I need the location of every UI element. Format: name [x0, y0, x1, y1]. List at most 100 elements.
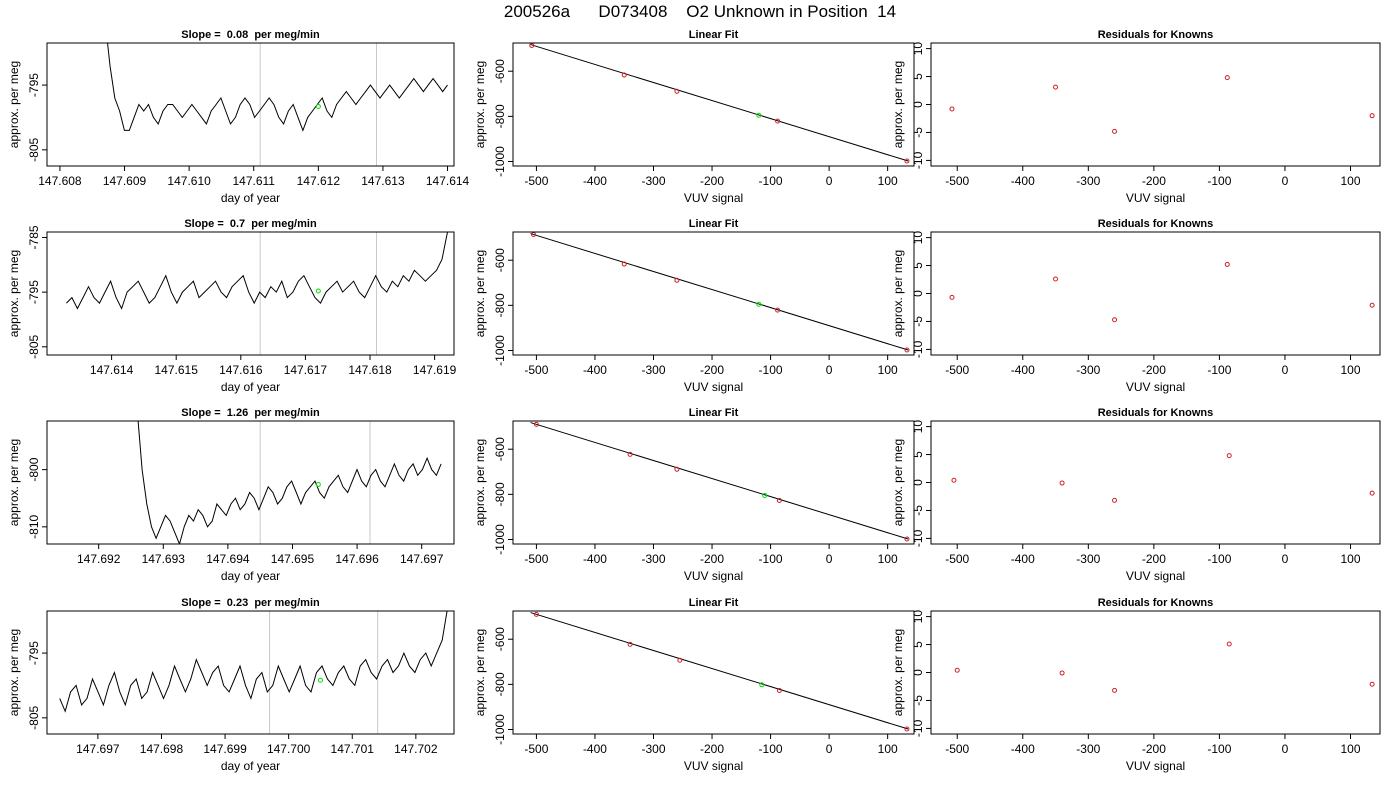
- y-tick-label: -1000: [493, 146, 507, 177]
- y-tick-label: -805: [27, 334, 41, 358]
- x-tick-label: 147.702: [394, 742, 438, 756]
- unknown-point: [756, 112, 762, 118]
- x-axis-label: day of year: [221, 191, 280, 205]
- x-tick-label: 147.696: [335, 552, 379, 566]
- x-tick-label: 147.698: [140, 742, 184, 756]
- plot-data: [949, 75, 1375, 134]
- x-tick-label: -200: [700, 742, 724, 756]
- fit-line: [530, 612, 909, 730]
- panel-1-2: -500 -400 -300 -200 -100 0 100-1000-800-600Lin…: [473, 29, 915, 205]
- y-axis-label: approx. per meg: [891, 629, 905, 716]
- x-tick-label: -300: [1076, 174, 1100, 188]
- x-tick-label: 100: [878, 174, 898, 188]
- known-point-3: [775, 118, 781, 124]
- x-tick-label: -500: [945, 552, 969, 566]
- panel-2-3: -500 -400 -300 -200 -100 0 100 -10 -5 0 5 10 Residua…: [891, 218, 1381, 394]
- x-tick-label: 147.697: [76, 742, 120, 756]
- x-tick-label: 147.692: [77, 552, 121, 566]
- x-tick-label: 147.618: [348, 363, 392, 377]
- x-tick-label: -400: [1011, 174, 1035, 188]
- x-tick-label: 100: [1340, 552, 1360, 566]
- known-point-2: [674, 277, 680, 283]
- x-tick-label: 0: [1282, 552, 1289, 566]
- figure-title: 200526a D073408 O2 Unknown in Position 1…: [503, 2, 897, 21]
- known-point-3: [776, 687, 782, 693]
- y-tick-label: 0: [911, 479, 925, 486]
- known-point-1: [627, 641, 633, 647]
- plot-data: [530, 421, 910, 542]
- x-tick-label: 147.701: [331, 742, 375, 756]
- y-tick-label: 10: [911, 42, 925, 56]
- y-axis-label: approx. per meg: [7, 61, 21, 148]
- residual-point-3: [1224, 261, 1230, 267]
- plot-data: [529, 43, 910, 164]
- y-tick-label: 5: [911, 641, 925, 648]
- x-tick-label: 147.619: [413, 363, 457, 377]
- fit-line: [530, 44, 909, 162]
- x-tick-label: 0: [1282, 174, 1289, 188]
- unknown-point: [756, 301, 762, 307]
- x-axis-label: VUV signal: [684, 569, 743, 583]
- plot-frame: [930, 420, 1381, 545]
- x-tick-label: 147.700: [267, 742, 311, 756]
- y-axis-label: approx. per meg: [891, 439, 905, 526]
- y-tick-label: -600: [493, 248, 507, 272]
- plot-frame: [46, 42, 455, 167]
- residual-point-2: [1112, 687, 1118, 693]
- panel-title: Linear Fit: [689, 597, 739, 609]
- x-tick-label: -100: [1207, 174, 1231, 188]
- y-tick-label: -800: [493, 104, 507, 128]
- panel-title: Residuals for Knowns: [1098, 597, 1214, 609]
- x-tick-label: 100: [878, 363, 898, 377]
- known-point-2: [677, 657, 683, 663]
- y-tick-label: -600: [493, 627, 507, 651]
- y-tick-label: -1000: [493, 335, 507, 366]
- panel-4-3: -500 -400 -300 -200 -100 0 100 -10 -5 0 5 10 Residua…: [891, 597, 1381, 773]
- y-tick-label: -1000: [493, 714, 507, 745]
- known-point-4: [904, 347, 910, 353]
- y-axis-label: approx. per meg: [7, 250, 21, 337]
- panel-2-1: 147.614 147.615 147.616 147.617 147.618 147.6…: [7, 218, 457, 394]
- x-axis-label: VUV signal: [1126, 191, 1185, 205]
- y-tick-label: 10: [911, 420, 925, 434]
- y-tick-label: -795: [27, 280, 41, 304]
- x-tick-label: -200: [1142, 174, 1166, 188]
- residual-point-0: [949, 106, 955, 112]
- x-axis-label: VUV signal: [684, 759, 743, 773]
- x-tick-label: 147.616: [219, 363, 263, 377]
- y-tick-label: -10: [911, 719, 925, 737]
- x-tick-label: -400: [583, 552, 607, 566]
- panel-title: Linear Fit: [689, 218, 739, 230]
- plot-frame: [46, 420, 455, 545]
- x-tick-label: 147.697: [400, 552, 444, 566]
- residual-point-0: [951, 477, 957, 483]
- plot-frame: [512, 610, 915, 735]
- x-tick-label: -200: [700, 363, 724, 377]
- panel-3-3: -500 -400 -300 -200 -100 0 100 -10 -5 0 5 10 Residua…: [891, 407, 1381, 583]
- residual-point-3: [1224, 75, 1230, 81]
- plot-data: [951, 453, 1375, 503]
- y-tick-label: 10: [911, 231, 925, 245]
- panel-3-2: -500 -400 -300 -200 -100 0 100-1000-800-600Lin…: [473, 407, 915, 583]
- y-tick-label: -800: [493, 672, 507, 696]
- plot-data: [530, 232, 910, 353]
- x-tick-label: -300: [1076, 742, 1100, 756]
- panel-4-1: 147.697 147.698 147.699 147.700 147.701 147.7…: [7, 597, 455, 773]
- x-tick-label: -400: [1011, 363, 1035, 377]
- plot-data: [66, 232, 448, 355]
- x-axis-label: VUV signal: [1126, 759, 1185, 773]
- series-trace: [107, 43, 448, 132]
- plot-data: [954, 641, 1375, 693]
- residual-point-3: [1226, 453, 1232, 459]
- x-tick-label: 100: [1340, 174, 1360, 188]
- x-tick-label: 100: [878, 552, 898, 566]
- plot-frame: [512, 420, 915, 545]
- y-axis-label: approx. per meg: [891, 250, 905, 337]
- known-point-1: [627, 451, 633, 457]
- y-tick-label: -5: [911, 127, 925, 138]
- x-tick-label: 147.614: [426, 174, 470, 188]
- y-tick-label: -10: [911, 529, 925, 547]
- x-tick-label: 147.615: [155, 363, 199, 377]
- y-axis-label: approx. per meg: [7, 439, 21, 526]
